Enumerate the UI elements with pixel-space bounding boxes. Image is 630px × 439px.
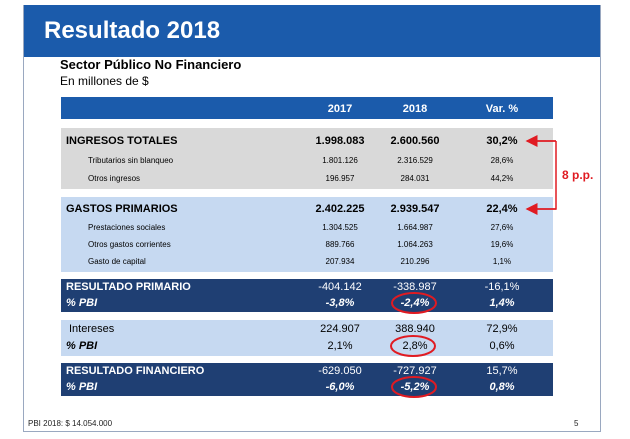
primario-pbi-label: % PBI	[66, 297, 98, 309]
primario-pbi-2017: -3,8%	[325, 297, 355, 309]
gastos-sub-var: 19,6%	[490, 240, 514, 249]
intereses-pbi-var: 0,6%	[489, 340, 515, 352]
financiero-var: 15,7%	[486, 365, 518, 377]
gastos-band	[61, 197, 553, 272]
financiero-pbi-var: 0,8%	[489, 381, 515, 393]
ingresos-sub-2018: 284.031	[400, 174, 430, 183]
intereses-pbi-2017: 2,1%	[327, 340, 353, 352]
financiero-pbi-2017: -6,0%	[325, 381, 355, 393]
intereses-band	[61, 320, 553, 356]
gastos-var: 22,4%	[486, 203, 518, 215]
gastos-sub-label: Prestaciones sociales	[88, 223, 166, 232]
col-header-2018: 2018	[402, 103, 428, 115]
primario-pbi-2018: -2,4%	[400, 297, 430, 309]
pp-annotation: 8 p.p.	[562, 168, 594, 182]
intereses-pbi-2018: 2,8%	[402, 340, 428, 352]
gastos-sub-label: Otros gastos corrientes	[88, 240, 171, 249]
gastos-2017: 2.402.225	[315, 203, 365, 215]
title-bar: Resultado 2018	[23, 5, 601, 57]
footer-note: PBI 2018: $ 14.054.000	[28, 419, 113, 428]
ingresos-2017: 1.998.083	[315, 135, 365, 147]
gastos-sub-var: 27,6%	[490, 223, 514, 232]
ingresos-sub-var: 44,2%	[490, 174, 514, 183]
gastos-sub-2017: 1.304.525	[322, 223, 358, 232]
header-band	[61, 97, 553, 119]
ingresos-sub-label: Otros ingresos	[88, 174, 141, 183]
primario-pbi-var: 1,4%	[489, 297, 515, 309]
intereses-label: Intereses	[69, 323, 115, 335]
page-number: 5	[574, 419, 579, 428]
gastos-sub-var: 1,1%	[492, 257, 512, 266]
gastos-sub-2018: 1.064.263	[397, 240, 433, 249]
highlight-circle-primario	[391, 292, 437, 314]
gastos-2018: 2.939.547	[390, 203, 440, 215]
primario-2017: -404.142	[318, 281, 362, 293]
gastos-label: GASTOS PRIMARIOS	[66, 203, 178, 215]
intereses-pbi-label: % PBI	[66, 340, 98, 352]
primario-var: -16,1%	[484, 281, 520, 293]
intereses-var: 72,9%	[486, 323, 518, 335]
ingresos-sub-2017: 1.801.126	[322, 156, 358, 165]
bracket-arrow-icon	[532, 140, 557, 210]
ingresos-sub-2017: 196.957	[325, 174, 355, 183]
ingresos-label: INGRESOS TOTALES	[66, 135, 178, 147]
units-label: En millones de $	[60, 74, 149, 88]
gastos-sub-2018: 210.296	[400, 257, 430, 266]
financiero-2018: -727.927	[393, 365, 437, 377]
highlight-circle-financiero	[391, 376, 437, 398]
financiero-2017: -629.050	[318, 365, 362, 377]
primario-label: RESULTADO PRIMARIO	[66, 281, 191, 293]
col-header-2017: 2017	[327, 103, 353, 115]
gastos-sub-2017: 207.934	[325, 257, 355, 266]
slide-frame	[23, 57, 601, 432]
table-subtitle: Sector Público No Financiero	[60, 57, 242, 72]
ingresos-band	[61, 128, 553, 189]
intereses-2017: 224.907	[320, 323, 360, 335]
page-title: Resultado 2018	[44, 17, 221, 44]
col-header-var: Var. %	[485, 103, 519, 115]
financiero-pbi-2018: -5,2%	[400, 381, 430, 393]
ingresos-sub-label: Tributarios sin blanqueo	[88, 156, 174, 165]
ingresos-var: 30,2%	[486, 135, 518, 147]
financiero-pbi-label: % PBI	[66, 381, 98, 393]
footer-divider	[23, 431, 601, 432]
financiero-label: RESULTADO FINANCIERO	[66, 365, 205, 377]
gastos-sub-label: Gasto de capital	[88, 257, 146, 266]
ingresos-sub-2018: 2.316.529	[397, 156, 433, 165]
intereses-2018: 388.940	[395, 323, 435, 335]
highlight-circle-intereses	[390, 335, 436, 357]
primario-2018: -338.987	[393, 281, 437, 293]
ingresos-2018: 2.600.560	[390, 135, 440, 147]
ingresos-sub-var: 28,6%	[490, 156, 514, 165]
gastos-sub-2017: 889.766	[325, 240, 355, 249]
primario-band	[61, 279, 553, 312]
financiero-band	[61, 363, 553, 396]
gastos-sub-2018: 1.664.987	[397, 223, 433, 232]
